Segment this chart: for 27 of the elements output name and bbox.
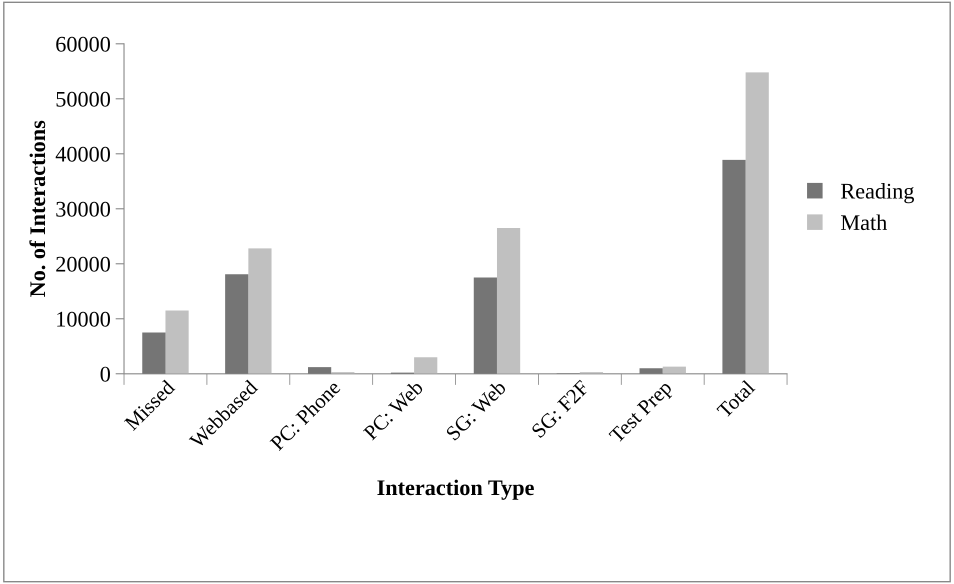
bar (308, 367, 332, 374)
y-tick-label: 30000 (56, 202, 110, 217)
bar (722, 160, 746, 374)
bar (414, 357, 438, 374)
y-tick-label: 40000 (56, 146, 110, 162)
legend-label: Reading (841, 183, 914, 204)
x-axis-title: Interaction Type (377, 480, 534, 500)
bar (662, 366, 686, 374)
bar (225, 274, 248, 374)
y-tick-label: 20000 (56, 256, 110, 272)
x-tick-label: SG: F2F (530, 380, 590, 438)
legend-label: Math (841, 214, 887, 230)
y-tick-label: 0 (100, 366, 110, 382)
bar (474, 278, 497, 374)
bar (248, 248, 272, 374)
x-tick-label: PC: Web (362, 379, 424, 441)
x-tick-label: Test Prep (608, 380, 676, 447)
bar (640, 368, 663, 374)
bar (746, 72, 769, 374)
y-tick-label: 60000 (56, 36, 110, 52)
bar (142, 332, 166, 374)
x-tick-label: SG: Web (444, 379, 507, 442)
y-tick-label: 50000 (56, 92, 110, 107)
y-tick-label: 10000 (57, 312, 110, 327)
y-axis-title: No. of Interactions (29, 120, 46, 297)
bar (165, 310, 189, 374)
bar (496, 228, 520, 374)
